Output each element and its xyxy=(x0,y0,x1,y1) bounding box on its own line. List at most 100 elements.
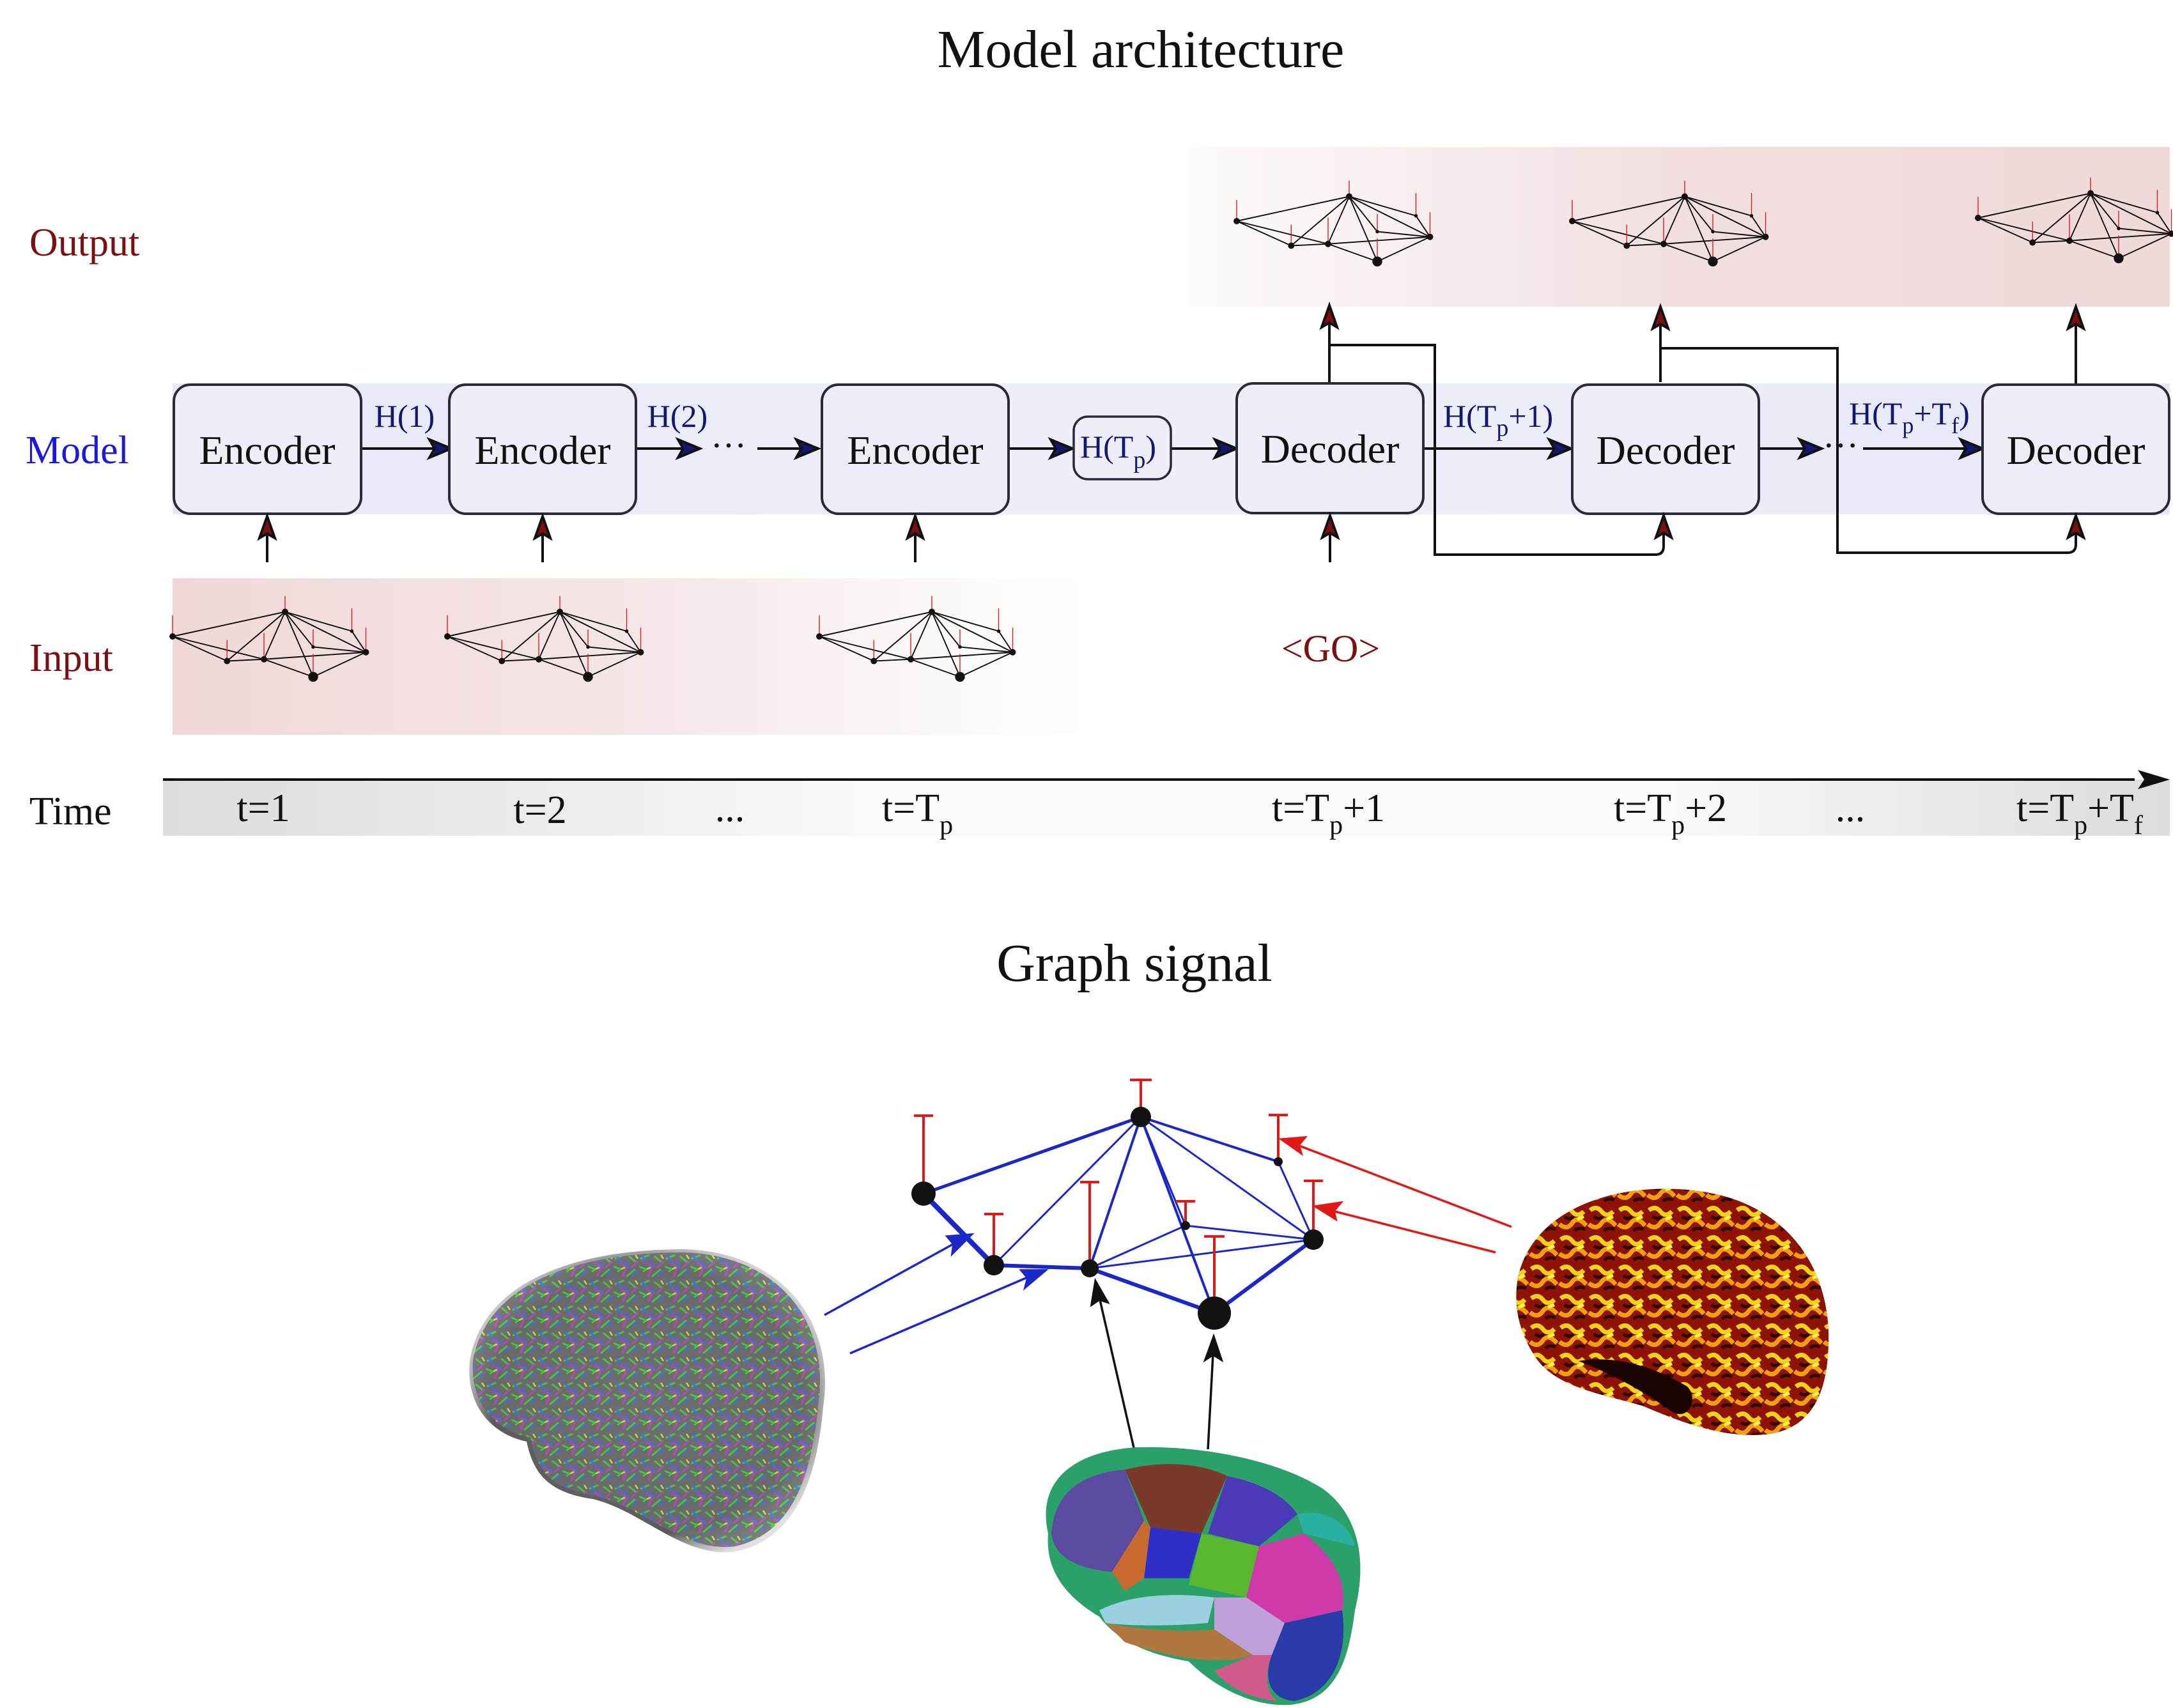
hidden-label-htp-main: H(T xyxy=(1080,429,1133,465)
time-tick-tp1-sub: p xyxy=(1329,811,1343,840)
input-graph-1 xyxy=(169,596,369,682)
arrowhead xyxy=(426,436,455,461)
modality-arrows xyxy=(824,1135,1512,1451)
time-tick-dots-1: ... xyxy=(715,787,745,830)
time-tick-tp2-main: t=T xyxy=(1614,787,1671,830)
arrowhead xyxy=(1048,436,1076,461)
arrowhead xyxy=(1546,436,1575,461)
time-tick-tp: t=Tp xyxy=(882,787,953,840)
hidden-state-labels: H(1) H(2) H(Tp+1) H(Tp+Tf) xyxy=(375,396,1970,442)
time-tick-tp1: t=Tp+1 xyxy=(1272,787,1385,840)
arrowhead xyxy=(2066,302,2086,332)
hidden-label-htptf-sub2: f xyxy=(1951,413,1959,438)
hidden-label-htp1-main: H(T xyxy=(1443,398,1496,434)
arrowhead xyxy=(1090,1277,1110,1307)
output-graph-1 xyxy=(1233,180,1434,266)
arrowhead xyxy=(1797,436,1825,461)
time-tick-tp2-tail: +2 xyxy=(1685,787,1727,830)
decoder-boxes: Decoder Decoder Decoder xyxy=(1235,382,2170,515)
input-graph-3 xyxy=(816,596,1016,682)
arrowhead xyxy=(1650,302,1671,332)
graph-signal-network xyxy=(911,1079,1324,1330)
time-tick-tp-sub: p xyxy=(940,811,953,840)
time-tick-tf-sub2: f xyxy=(2134,811,2143,840)
go-token: <GO> xyxy=(1281,627,1380,670)
time-tick-tp2-sub: p xyxy=(1671,811,1685,840)
arrowhead xyxy=(793,436,822,461)
feedback-connector-2 xyxy=(1659,347,2077,554)
arrowhead xyxy=(1319,301,1340,330)
arrowhead xyxy=(2066,511,2086,541)
time-tick-tp-main: t=T xyxy=(882,787,940,830)
arrowhead xyxy=(1958,436,1986,461)
time-axis-arrowhead xyxy=(2138,770,2170,789)
arrowhead xyxy=(1653,511,1674,541)
decoder-label-1: Decoder xyxy=(1261,426,1400,472)
brain-tractography-icon xyxy=(469,1249,825,1553)
row-label-model: Model xyxy=(26,429,129,472)
row-label-time: Time xyxy=(29,790,112,833)
hidden-label-htptf-sub1: p xyxy=(1902,413,1914,438)
top-title: Model architecture xyxy=(938,20,1345,79)
brain-parcellation-icon xyxy=(1046,1447,1361,1705)
encoder-label-3: Encoder xyxy=(847,427,983,473)
model-ellipsis-1: ··· xyxy=(711,426,746,466)
arrowhead xyxy=(1019,1269,1049,1291)
hidden-label-htp-close: ) xyxy=(1145,429,1156,465)
output-graph-2 xyxy=(1569,180,1769,266)
model-ellipsis-2: ··· xyxy=(1823,426,1859,466)
encoder-boxes: Encoder Encoder Encoder xyxy=(173,383,1010,515)
row-label-output: Output xyxy=(29,221,139,265)
output-arrows xyxy=(1319,301,2086,383)
time-tick-tf: t=Tp+Tf xyxy=(2016,787,2143,840)
hidden-label-htptf-main: H(T xyxy=(1849,396,1902,431)
hidden-label-htptf-mid: +T xyxy=(1914,396,1951,431)
time-tick-tf-sub1: p xyxy=(2074,811,2087,840)
arrowhead xyxy=(1203,1333,1224,1363)
hidden-label-htp1-sub: p xyxy=(1496,415,1508,442)
input-arrows xyxy=(257,511,2086,562)
arrowhead xyxy=(1212,436,1241,461)
hidden-label-htptf-close: ) xyxy=(1959,396,1970,431)
decoder-label-3: Decoder xyxy=(2007,427,2146,473)
hidden-label-htp: H(Tp) xyxy=(1080,429,1156,473)
arrowhead xyxy=(1320,511,1340,541)
output-graph-3 xyxy=(1975,177,2173,263)
arrowhead xyxy=(675,436,704,461)
input-band xyxy=(173,578,1122,735)
arrowhead xyxy=(945,1233,975,1257)
hidden-label-htp1-tail: +1) xyxy=(1508,398,1553,434)
arrowhead xyxy=(532,512,553,541)
time-tick-tf-main: t=T xyxy=(2016,787,2074,830)
time-tick-tf-mid: +T xyxy=(2087,787,2134,830)
time-band xyxy=(163,780,2170,836)
mini-graph xyxy=(169,596,369,682)
arrowhead xyxy=(905,512,925,541)
time-tick-dots-2: ... xyxy=(1836,787,1866,830)
hidden-label-htp1: H(Tp+1) xyxy=(1443,398,1553,442)
hidden-label-h1: H(1) xyxy=(375,398,435,434)
output-band xyxy=(1189,147,2170,307)
hidden-label-htp-sub: p xyxy=(1133,447,1145,473)
chain-arrows xyxy=(361,436,1986,461)
time-tick-t2: t=2 xyxy=(513,789,566,832)
time-tick-t1: t=1 xyxy=(236,787,290,830)
encoder-label-2: Encoder xyxy=(474,427,610,473)
time-tick-labels: t=1 t=2 ... t=Tp t=Tp+1 t=Tp+2 ... t=Tp+… xyxy=(236,787,2143,840)
decoder-box-2 xyxy=(1571,383,1760,515)
time-tick-tp1-tail: +1 xyxy=(1343,787,1385,830)
encoder-label-1: Encoder xyxy=(199,427,335,473)
row-label-input: Input xyxy=(29,636,113,680)
time-tick-tp1-main: t=T xyxy=(1272,787,1329,830)
time-tick-tp2: t=Tp+2 xyxy=(1614,787,1727,840)
decoder-label-2: Decoder xyxy=(1597,427,1735,473)
brain-activation-map-icon xyxy=(1516,1189,1829,1435)
input-graph-2 xyxy=(444,596,644,682)
arrowhead xyxy=(1312,1201,1344,1222)
hidden-label-htptf: H(Tp+Tf) xyxy=(1849,396,1970,438)
hidden-state-htp-box xyxy=(1072,415,1172,481)
arrowhead xyxy=(1278,1135,1308,1157)
arrowhead xyxy=(257,512,277,541)
hidden-label-h2: H(2) xyxy=(647,398,708,434)
